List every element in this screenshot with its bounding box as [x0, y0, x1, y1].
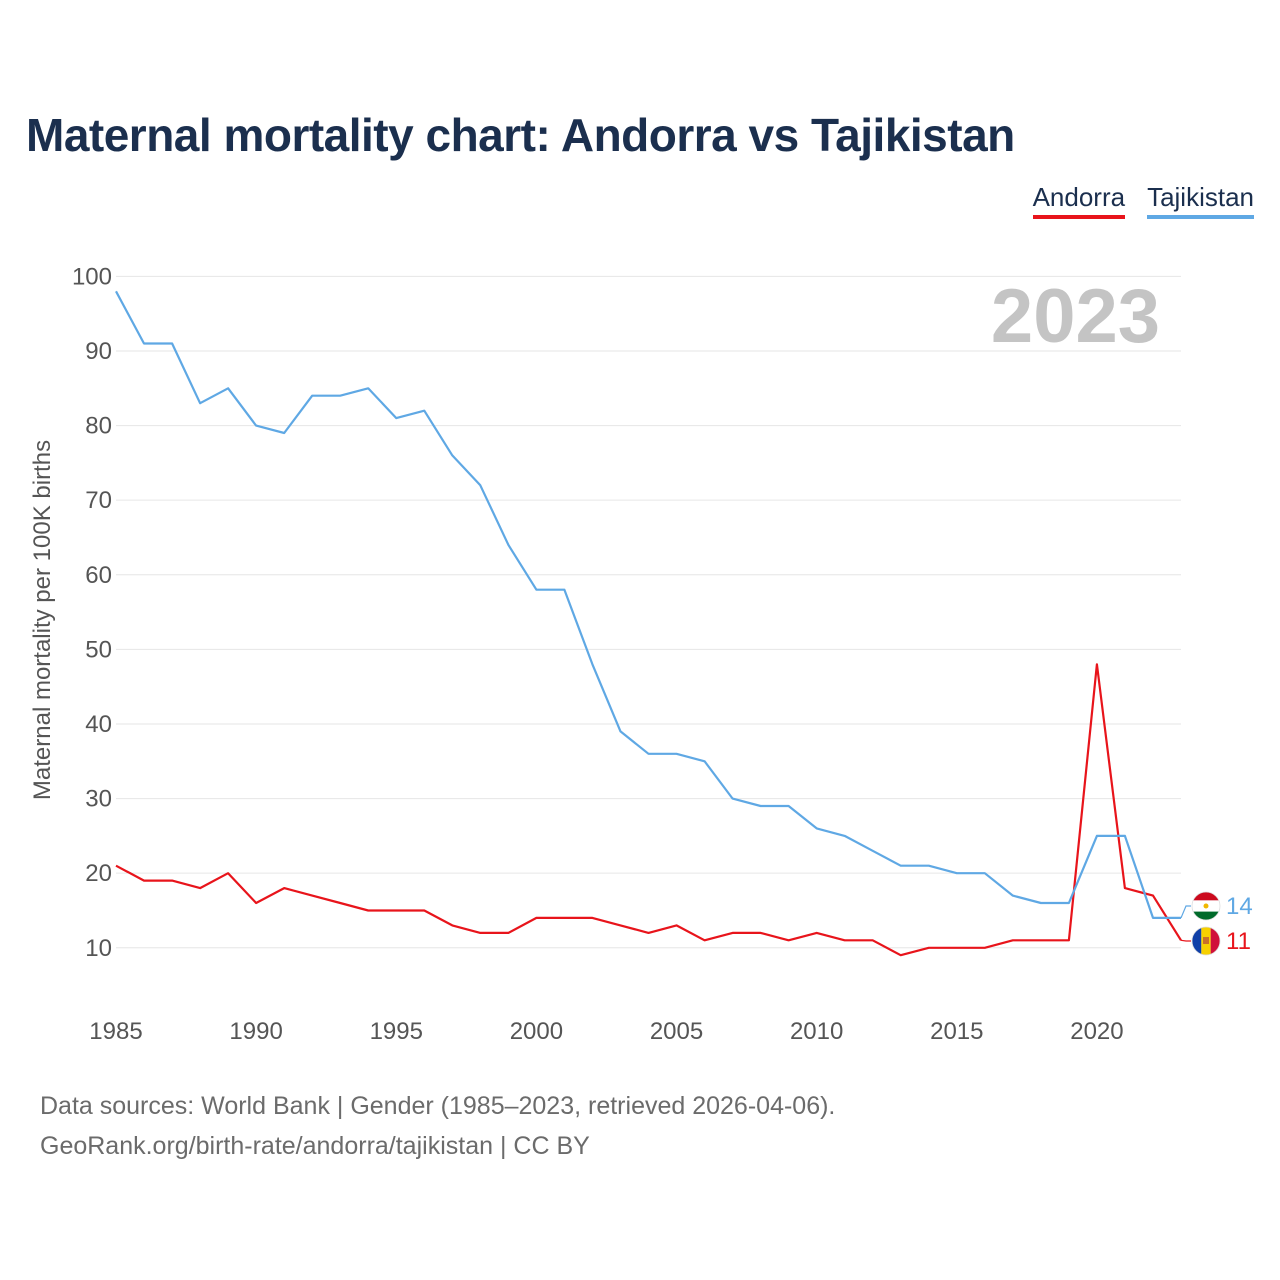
series-lines	[115, 290, 1182, 957]
andorra-flag-icon	[1191, 926, 1221, 956]
series-line-tajikistan[interactable]	[115, 290, 1181, 920]
year-label: 2023	[991, 274, 1160, 359]
y-tick-90: 90	[85, 338, 112, 365]
legend-item-andorra[interactable]: Andorra	[1032, 182, 1126, 219]
legend-item-tajikistan[interactable]: Tajikistan	[1147, 182, 1254, 219]
end-connector-andorra	[1180, 939, 1191, 942]
x-axis-ticks: 1985 1990 1995 2000 2005 2010 2015 2020	[89, 1018, 1123, 1045]
y-tick-20: 20	[85, 860, 112, 887]
end-label-tajikistan: 14	[1226, 893, 1253, 920]
grid-lines	[116, 275, 1181, 949]
tajikistan-flag-icon	[1191, 891, 1221, 921]
x-tick-2000: 2000	[510, 1018, 563, 1045]
series-line-andorra[interactable]	[115, 663, 1182, 957]
y-axis-label: Maternal mortality per 100K births	[29, 440, 56, 800]
source-url-text[interactable]: GeoRank.org/birth-rate/andorra/tajikista…	[40, 1132, 590, 1160]
end-connector-tajikistan	[1180, 905, 1191, 919]
x-tick-2015: 2015	[930, 1018, 983, 1045]
y-tick-100: 100	[72, 263, 112, 290]
x-tick-2020: 2020	[1070, 1018, 1123, 1045]
chart-title: Maternal mortality chart: Andorra vs Taj…	[26, 109, 1015, 161]
footer: Data sources: World Bank | Gender (1985–…	[40, 1086, 835, 1166]
legend: Andorra Tajikistan	[1032, 182, 1254, 219]
y-tick-40: 40	[85, 711, 112, 738]
x-tick-1990: 1990	[229, 1018, 282, 1045]
y-tick-10: 10	[85, 935, 112, 962]
y-axis-ticks: 10 20 30 40 50 60 70 80 90 100	[72, 263, 112, 961]
y-tick-80: 80	[85, 413, 112, 440]
x-tick-2005: 2005	[650, 1018, 703, 1045]
x-tick-2010: 2010	[790, 1018, 843, 1045]
y-tick-70: 70	[85, 487, 112, 514]
end-label-andorra: 11	[1226, 928, 1251, 955]
x-tick-1995: 1995	[370, 1018, 423, 1045]
data-source-text: Data sources: World Bank | Gender (1985–…	[40, 1092, 836, 1120]
x-tick-1985: 1985	[89, 1018, 142, 1045]
y-tick-50: 50	[85, 636, 112, 663]
y-tick-60: 60	[85, 562, 112, 589]
y-tick-30: 30	[85, 786, 112, 813]
